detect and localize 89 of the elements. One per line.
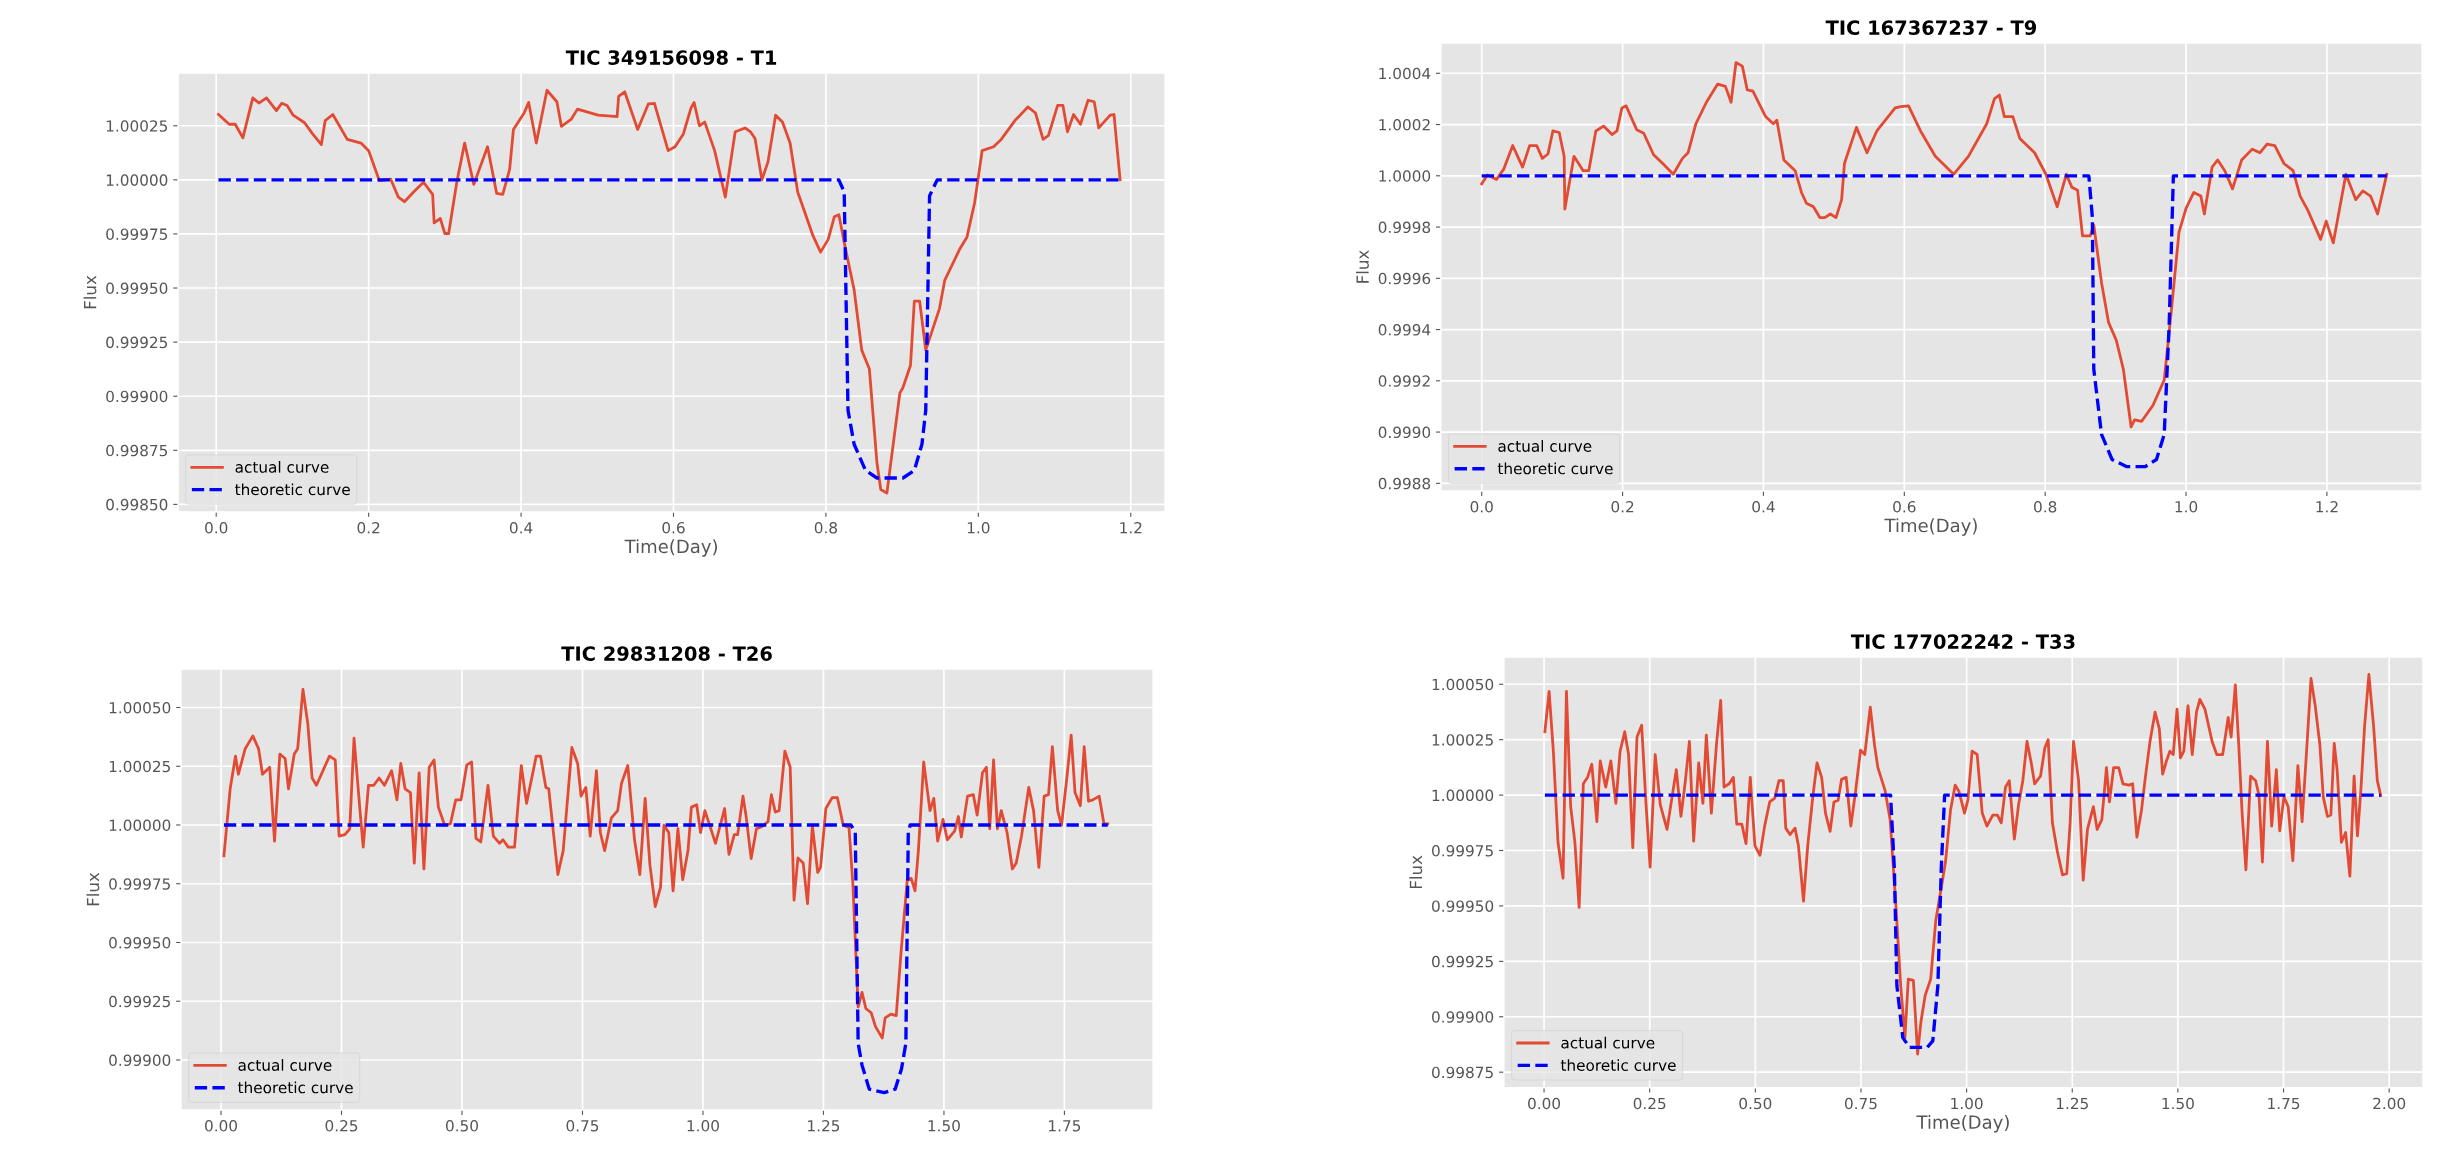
x-tick-label: 0.0: [1470, 501, 1493, 513]
x-tick-label: 0.25: [1633, 1097, 1666, 1110]
x-tick-label: 0.4: [1752, 501, 1775, 513]
x-tick-label: 0.6: [1893, 501, 1916, 513]
y-tick-label: 0.9990: [1378, 426, 1431, 439]
x-tick-label: 1.00: [1951, 1097, 1983, 1110]
legend-label: actual curve: [1561, 1036, 1655, 1049]
chart-title: TIC 177022242 - T33: [1850, 634, 2075, 649]
line-series: [217, 88, 1122, 495]
x-tick-label: 1.0: [2175, 501, 2198, 513]
x-tick-label: 2.00: [2373, 1097, 2406, 1110]
legend-label: actual curve: [235, 461, 329, 473]
y-tick-label: 0.99950: [1432, 900, 1494, 912]
legend-label: actual curve: [1498, 440, 1592, 452]
legend-label: theoretic curve: [1560, 1059, 1676, 1071]
y-tick-label: 1.00050: [1432, 678, 1494, 691]
line-series: [216, 178, 1122, 480]
y-tick-label: 0.99950: [109, 936, 171, 949]
x-tick-label: 1.50: [2162, 1097, 2194, 1110]
line-series: [1480, 61, 2389, 429]
legend-label: theoretic curve: [237, 1081, 353, 1094]
y-axis-title: Flux: [1409, 855, 1423, 889]
x-tick-label: 0.2: [1611, 501, 1634, 513]
x-tick-label: 0.50: [1739, 1097, 1772, 1110]
y-tick-label: 1.00025: [106, 120, 168, 132]
line-series: [1543, 793, 2383, 1050]
line-series: [1543, 673, 2383, 1056]
y-tick-label: 0.99900: [106, 390, 168, 403]
y-tick-label: 1.0002: [1379, 119, 1430, 131]
y-axis-title: Flux: [83, 275, 97, 309]
y-tick-label: 1.00000: [106, 174, 168, 186]
chart-title: TIC 167367237 - T9: [1825, 20, 2037, 35]
x-tick-label: 0.75: [1844, 1097, 1877, 1110]
y-tick-label: 0.9988: [1378, 477, 1431, 490]
y-tick-label: 0.99850: [106, 498, 168, 511]
y-tick-label: 0.9998: [1378, 221, 1431, 234]
y-tick-label: 1.00000: [109, 819, 171, 832]
x-tick-label: 1.2: [1120, 521, 1142, 534]
x-tick-label: 0.25: [325, 1120, 358, 1132]
y-tick-label: 1.0000: [1379, 170, 1431, 182]
x-tick-label: 1.25: [2056, 1097, 2088, 1110]
x-tick-label: 1.00: [687, 1120, 719, 1132]
x-axis-title: Time(Day): [624, 539, 717, 557]
line-series: [222, 823, 1110, 1095]
y-tick-label: 0.99875: [1432, 1066, 1493, 1079]
x-tick-label: 1.75: [2268, 1097, 2300, 1110]
x-tick-label: 1.2: [2316, 501, 2338, 513]
x-axis-title: Time(Day): [1884, 518, 1977, 536]
x-tick-label: 0.0: [205, 521, 228, 534]
x-tick-label: 1.75: [1049, 1120, 1081, 1132]
y-tick-label: 1.00025: [109, 760, 170, 773]
x-tick-label: 1.25: [808, 1120, 840, 1132]
y-tick-label: 0.9992: [1378, 375, 1430, 387]
y-tick-label: 0.99975: [109, 878, 170, 890]
x-tick-label: 0.75: [566, 1120, 599, 1132]
x-tick-label: 0.8: [814, 521, 838, 534]
x-tick-label: 0.8: [2034, 501, 2057, 513]
x-tick-label: 0.2: [357, 521, 380, 534]
y-tick-label: 0.99950: [106, 282, 168, 295]
line-series: [222, 688, 1110, 1040]
legend-label: actual curve: [238, 1059, 332, 1071]
y-tick-label: 0.99900: [1432, 1011, 1494, 1023]
x-tick-label: 0.00: [1528, 1097, 1561, 1110]
y-tick-label: 0.99925: [106, 336, 168, 349]
y-tick-label: 0.99925: [1432, 955, 1493, 968]
chart-title: TIC 349156098 - T1: [565, 50, 777, 65]
x-tick-label: 0.6: [662, 521, 685, 534]
y-tick-label: 0.99975: [106, 228, 168, 240]
y-tick-label: 0.99975: [1432, 844, 1493, 857]
y-tick-label: 1.00050: [109, 701, 171, 714]
legend-label: theoretic curve: [1497, 462, 1613, 475]
y-tick-label: 0.9994: [1378, 324, 1431, 336]
y-tick-label: 0.99925: [109, 995, 170, 1008]
x-tick-label: 0.50: [446, 1120, 478, 1132]
y-tick-label: 0.99900: [109, 1054, 171, 1066]
x-axis-title: Time(Day): [1916, 1114, 2009, 1133]
x-tick-label: 0.00: [205, 1120, 238, 1132]
legend-label: theoretic curve: [235, 483, 350, 496]
x-tick-label: 1.0: [967, 521, 990, 534]
y-axis-title: Flux: [1356, 250, 1369, 283]
chart-title: TIC 29831208 - T26: [561, 646, 772, 661]
y-tick-label: 1.00025: [1432, 734, 1493, 746]
y-tick-label: 1.00000: [1432, 789, 1494, 802]
x-tick-label: 1.50: [928, 1120, 960, 1132]
y-tick-label: 1.0004: [1379, 67, 1431, 80]
x-tick-label: 0.4: [509, 521, 533, 534]
y-tick-label: 0.9996: [1378, 272, 1431, 285]
y-tick-label: 0.99875: [106, 444, 168, 457]
y-axis-title: Flux: [86, 872, 100, 906]
